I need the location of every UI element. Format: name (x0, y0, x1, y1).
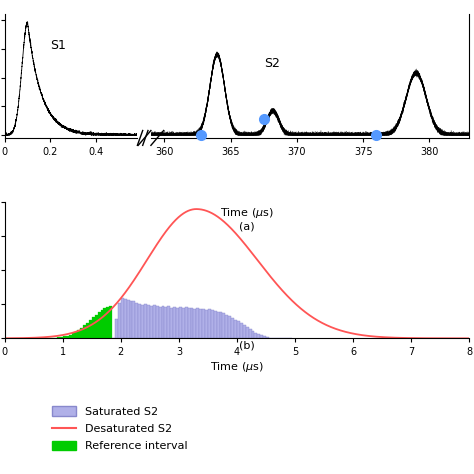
Bar (243, 326, 246, 338)
Bar (136, 302, 138, 338)
Text: (a): (a) (239, 222, 254, 232)
Bar (252, 331, 255, 338)
Text: Time ($\mu$s): Time ($\mu$s) (219, 206, 273, 219)
Text: (b): (b) (238, 340, 255, 350)
Bar (164, 307, 167, 338)
Bar (124, 299, 127, 338)
Bar (109, 306, 112, 338)
Bar (159, 307, 162, 338)
Bar (86, 323, 89, 338)
Bar (257, 334, 260, 338)
Bar (217, 312, 219, 338)
Bar (60, 337, 63, 338)
Text: S2: S2 (264, 57, 280, 70)
Bar (92, 317, 95, 338)
Bar (222, 313, 226, 338)
Bar (240, 323, 243, 338)
Bar (202, 309, 205, 338)
Bar (219, 312, 222, 338)
Bar (100, 310, 103, 338)
Bar (214, 311, 217, 338)
Bar (144, 304, 147, 338)
X-axis label: Time ($\mu$s): Time ($\mu$s) (210, 360, 264, 374)
Bar (249, 329, 252, 338)
Bar (226, 315, 228, 338)
Bar (269, 337, 272, 338)
Text: S1: S1 (50, 39, 66, 52)
Legend: Saturated S2, Desaturated S2, Reference interval: Saturated S2, Desaturated S2, Reference … (47, 402, 192, 456)
Bar (211, 310, 214, 338)
Bar (170, 308, 173, 338)
Bar (74, 332, 77, 338)
Bar (162, 306, 164, 338)
Bar (179, 307, 182, 338)
Bar (153, 305, 155, 338)
Bar (138, 304, 141, 338)
Bar (106, 307, 109, 338)
Bar (141, 305, 144, 338)
Bar (127, 300, 129, 338)
Bar (188, 309, 191, 338)
Bar (182, 308, 185, 338)
Bar (103, 308, 106, 338)
Bar (132, 301, 136, 338)
Bar (191, 308, 193, 338)
Bar (54, 337, 57, 338)
Bar (72, 333, 74, 338)
Bar (95, 315, 98, 338)
Bar (208, 310, 211, 338)
Bar (173, 307, 176, 338)
Bar (57, 337, 60, 338)
Bar (260, 335, 263, 338)
Bar (263, 336, 266, 338)
Bar (150, 306, 153, 338)
Bar (237, 321, 240, 338)
Bar (121, 298, 124, 338)
Bar (69, 335, 72, 338)
Bar (176, 308, 179, 338)
Bar (80, 328, 83, 338)
Bar (129, 301, 132, 338)
Bar (196, 308, 199, 338)
Bar (231, 318, 234, 338)
Bar (167, 306, 170, 338)
Bar (77, 330, 80, 338)
Bar (98, 312, 100, 338)
Bar (199, 310, 202, 338)
Bar (83, 326, 86, 338)
Bar (147, 305, 150, 338)
Bar (205, 310, 208, 338)
Bar (246, 328, 249, 338)
Bar (228, 316, 231, 338)
Bar (66, 336, 69, 338)
Bar (234, 319, 237, 338)
Bar (193, 309, 196, 338)
Bar (155, 306, 159, 338)
Bar (266, 337, 269, 338)
Bar (89, 320, 92, 338)
Bar (63, 337, 66, 338)
Bar (118, 303, 121, 338)
Bar (115, 319, 118, 338)
Bar (185, 307, 188, 338)
Bar (255, 333, 257, 338)
